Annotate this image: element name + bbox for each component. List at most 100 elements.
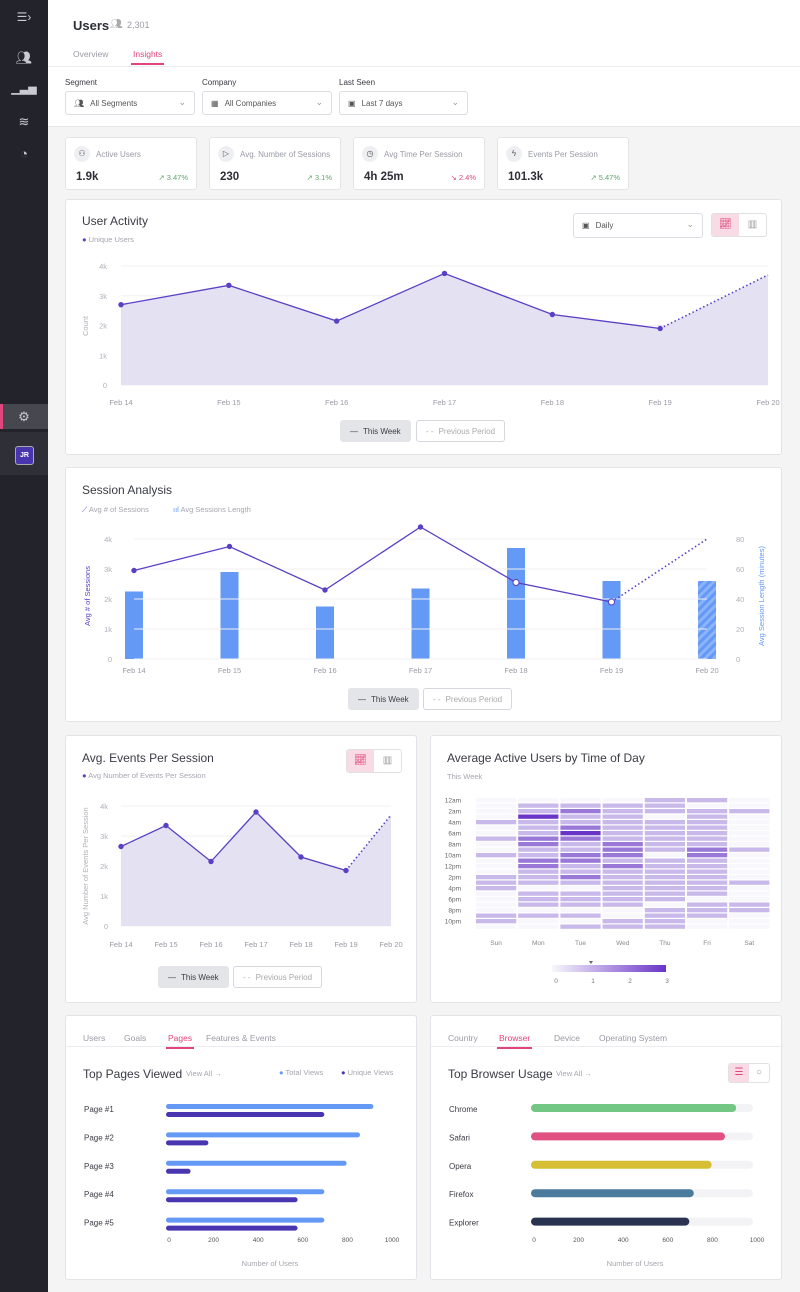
heatmap-cell bbox=[729, 919, 770, 924]
layers-icon[interactable]: ≋ bbox=[18, 114, 30, 129]
heatmap-cell bbox=[518, 919, 559, 924]
previous-period-button[interactable]: - - Previous Period bbox=[416, 420, 506, 442]
kpi-label: Active Users bbox=[96, 150, 141, 159]
bar-chart-icon[interactable]: ▥ bbox=[382, 755, 393, 766]
chevron-down-icon: ⌄ bbox=[686, 219, 694, 229]
heatmap-cell bbox=[518, 875, 559, 880]
tab-browser[interactable]: Browser bbox=[496, 1033, 533, 1049]
heatmap-cell bbox=[687, 864, 728, 869]
heatmap-cell bbox=[518, 853, 559, 858]
segment-select[interactable]: 👥︎ All Segments ⌄ bbox=[65, 91, 195, 115]
chart-type-toggle[interactable]: 📈︎ ▥ bbox=[346, 749, 402, 773]
x-tick-label: Feb 14 bbox=[122, 666, 145, 675]
heatmap-cell bbox=[518, 858, 559, 863]
tab-pages[interactable]: Pages bbox=[165, 1033, 195, 1049]
chart-type-toggle[interactable]: ☰ ○ bbox=[728, 1063, 770, 1083]
tab-country[interactable]: Country bbox=[448, 1033, 478, 1043]
browser-bar bbox=[531, 1160, 712, 1169]
heatmap-cell bbox=[644, 864, 685, 869]
y-tick-label: 2k bbox=[104, 595, 112, 604]
dashboard-icon[interactable]: ◔ bbox=[20, 146, 28, 161]
kpi-label: Avg Time Per Session bbox=[384, 150, 463, 159]
y-axis-label-left: Avg # of Sessions bbox=[83, 566, 92, 626]
category-label: Safari bbox=[449, 1133, 470, 1142]
heatmap-cell bbox=[687, 836, 728, 841]
menu-toggle-icon[interactable]: ☰› bbox=[16, 10, 32, 24]
this-week-button[interactable]: — This Week bbox=[340, 420, 411, 442]
data-point bbox=[417, 524, 424, 530]
chart-type-toggle[interactable]: 📈︎ ▥ bbox=[711, 213, 767, 237]
total-views-bar bbox=[166, 1160, 347, 1166]
data-point bbox=[298, 854, 304, 860]
heatmap-cell bbox=[518, 825, 559, 830]
view-all-link[interactable]: View All → bbox=[556, 1069, 592, 1078]
heatmap-cell bbox=[476, 897, 517, 902]
avatar[interactable]: JR bbox=[15, 446, 34, 465]
hour-label: 12pm bbox=[445, 864, 461, 871]
y-tick-label: 0 bbox=[103, 381, 107, 390]
users-count-icon: 👥︎ bbox=[110, 19, 123, 30]
data-point bbox=[226, 282, 232, 289]
tab-operating-system[interactable]: Operating System bbox=[599, 1033, 668, 1043]
bolt-icon: ϟ bbox=[506, 146, 522, 162]
line-chart-icon[interactable]: 📈︎ bbox=[347, 750, 374, 772]
heatmap-cell bbox=[687, 908, 728, 913]
series-line bbox=[120, 811, 347, 872]
tab-features-events[interactable]: Features & Events bbox=[206, 1033, 276, 1043]
heatmap-cell bbox=[687, 847, 728, 852]
tab-users[interactable]: Users bbox=[83, 1033, 106, 1043]
divider bbox=[66, 1046, 418, 1047]
this-week-button[interactable]: — This Week bbox=[158, 966, 229, 988]
heatmap-card: Average Active Users by Time of Day This… bbox=[430, 735, 782, 1003]
series-line bbox=[120, 272, 661, 330]
bar-list-icon[interactable]: ☰ bbox=[729, 1064, 749, 1082]
heatmap-cell bbox=[518, 798, 559, 803]
hour-label: 10am bbox=[445, 853, 461, 860]
heatmap-cell bbox=[560, 913, 601, 918]
users-icon[interactable]: 👥︎ bbox=[15, 50, 33, 65]
heatmap-cell bbox=[476, 847, 517, 852]
tab-overview[interactable]: Overview bbox=[73, 49, 109, 59]
heatmap-cell bbox=[476, 908, 517, 913]
y-tick-label: 4k bbox=[104, 535, 112, 544]
hour-label: 8pm bbox=[448, 908, 461, 915]
previous-period-button[interactable]: - - Previous Period bbox=[233, 966, 323, 988]
trend-up-icon: ↗ bbox=[158, 173, 167, 182]
session-length-bar bbox=[220, 572, 239, 659]
tab-goals[interactable]: Goals bbox=[124, 1033, 147, 1043]
calendar-icon: ▣ bbox=[348, 98, 356, 108]
tab-insights[interactable]: Insights bbox=[130, 49, 165, 65]
heatmap-cell bbox=[729, 831, 770, 836]
heatmap-cell bbox=[560, 858, 601, 863]
view-all-link[interactable]: View All → bbox=[186, 1069, 222, 1078]
sidebar-item-settings[interactable]: ⚙ bbox=[0, 404, 48, 429]
heatmap-cell bbox=[560, 880, 601, 885]
x-tick-label: Feb 19 bbox=[648, 398, 671, 407]
this-week-button[interactable]: — This Week bbox=[348, 688, 419, 710]
heatmap-cell bbox=[687, 869, 728, 874]
category-label: Chrome bbox=[449, 1105, 478, 1114]
hour-label: 4am bbox=[448, 820, 461, 827]
x-tick-label: Feb 15 bbox=[217, 398, 240, 407]
last-seen-select[interactable]: ▣ Last 7 days ⌄ bbox=[339, 91, 468, 115]
chart-title: Avg. Events Per Session bbox=[82, 751, 214, 765]
x-tick-label: Feb 20 bbox=[756, 398, 779, 407]
heatmap-cell bbox=[476, 820, 517, 825]
previous-period-button[interactable]: - - Previous Period bbox=[423, 688, 513, 710]
bar-chart-icon[interactable]: ▥ bbox=[747, 219, 758, 230]
x-tick-label: Feb 14 bbox=[109, 940, 132, 949]
line-chart-icon[interactable]: 📈︎ bbox=[712, 214, 739, 236]
interval-select[interactable]: ▣ Daily ⌄ bbox=[573, 213, 703, 238]
tab-device[interactable]: Device bbox=[554, 1033, 580, 1043]
company-select[interactable]: ▦ All Companies ⌄ bbox=[202, 91, 332, 115]
heatmap-cell bbox=[729, 891, 770, 896]
heatmap-cell bbox=[729, 875, 770, 880]
donut-icon[interactable]: ○ bbox=[755, 1067, 763, 1078]
events-chart: 0 1k 2k 3k 4k Feb 14 Feb 15 Feb 16 Feb 17 Feb 18 F… bbox=[81, 802, 403, 949]
heatmap-cell bbox=[560, 803, 601, 808]
heatmap-cell bbox=[729, 924, 770, 929]
sidebar: ☰› 👥︎ ▁▃▅ ≋ ◔ ⚙ JR bbox=[0, 0, 48, 1292]
kpi-value: 4h 25m bbox=[364, 171, 404, 183]
analytics-icon[interactable]: ▁▃▅ bbox=[11, 83, 37, 95]
page-header: Users 👥︎ 2,301 Overview Insights Segment… bbox=[48, 0, 800, 127]
